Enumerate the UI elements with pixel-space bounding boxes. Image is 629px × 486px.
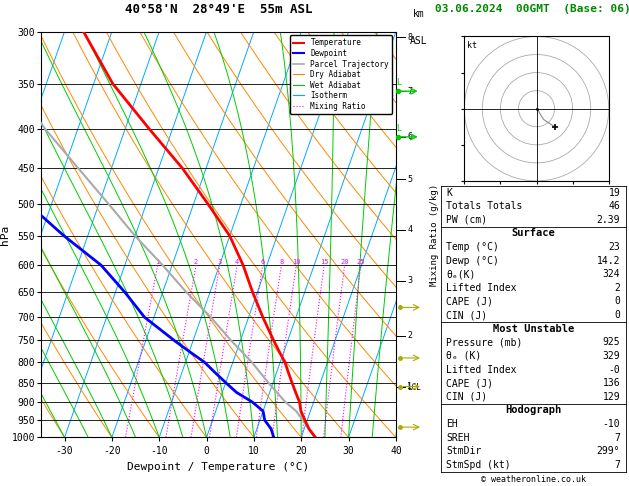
Text: 329: 329 <box>603 351 620 361</box>
Text: 2.39: 2.39 <box>597 215 620 225</box>
Text: SREH: SREH <box>447 433 470 443</box>
Text: L: L <box>396 78 401 87</box>
Text: -10: -10 <box>603 419 620 429</box>
Text: StmSpd (kt): StmSpd (kt) <box>447 460 511 470</box>
Text: kt: kt <box>467 41 477 50</box>
Text: 0: 0 <box>615 296 620 307</box>
Text: 5: 5 <box>407 175 412 184</box>
Text: θₑ (K): θₑ (K) <box>447 351 482 361</box>
Text: 324: 324 <box>603 269 620 279</box>
Text: CIN (J): CIN (J) <box>447 392 487 402</box>
Y-axis label: hPa: hPa <box>1 225 11 244</box>
Text: Surface: Surface <box>511 228 555 239</box>
Text: 20: 20 <box>340 259 349 265</box>
Text: K: K <box>447 188 452 198</box>
Text: LCL: LCL <box>407 383 421 392</box>
Text: 1: 1 <box>407 382 412 391</box>
Text: 23: 23 <box>608 242 620 252</box>
Text: 2: 2 <box>194 259 198 265</box>
Text: 7: 7 <box>615 433 620 443</box>
Text: CAPE (J): CAPE (J) <box>447 296 493 307</box>
Text: 7: 7 <box>407 87 412 96</box>
Text: 19: 19 <box>608 188 620 198</box>
Text: 136: 136 <box>603 378 620 388</box>
Text: 3: 3 <box>218 259 222 265</box>
Text: 14.2: 14.2 <box>597 256 620 266</box>
Text: -0: -0 <box>608 364 620 375</box>
Text: θₑ(K): θₑ(K) <box>447 269 476 279</box>
Text: 2: 2 <box>615 283 620 293</box>
Text: Dewp (°C): Dewp (°C) <box>447 256 499 266</box>
Text: 0: 0 <box>615 310 620 320</box>
Text: 46: 46 <box>608 201 620 211</box>
Text: CAPE (J): CAPE (J) <box>447 378 493 388</box>
Text: 129: 129 <box>603 392 620 402</box>
Text: 03.06.2024  00GMT  (Base: 06): 03.06.2024 00GMT (Base: 06) <box>435 4 629 15</box>
Text: 2: 2 <box>407 331 412 340</box>
Text: EH: EH <box>447 419 458 429</box>
Text: Hodograph: Hodograph <box>505 405 562 416</box>
Text: ASL: ASL <box>409 35 427 46</box>
Text: 925: 925 <box>603 337 620 347</box>
Text: 15: 15 <box>320 259 328 265</box>
Legend: Temperature, Dewpoint, Parcel Trajectory, Dry Adiabat, Wet Adiabat, Isotherm, Mi: Temperature, Dewpoint, Parcel Trajectory… <box>290 35 392 114</box>
Text: 7: 7 <box>615 460 620 470</box>
X-axis label: Dewpoint / Temperature (°C): Dewpoint / Temperature (°C) <box>127 462 309 472</box>
Text: CIN (J): CIN (J) <box>447 310 487 320</box>
Text: PW (cm): PW (cm) <box>447 215 487 225</box>
Text: Lifted Index: Lifted Index <box>447 364 517 375</box>
Text: Most Unstable: Most Unstable <box>493 324 574 334</box>
Text: L: L <box>396 124 401 133</box>
Text: 40°58'N  28°49'E  55m ASL: 40°58'N 28°49'E 55m ASL <box>125 3 312 16</box>
Text: Totals Totals: Totals Totals <box>447 201 523 211</box>
Text: © weatheronline.co.uk: © weatheronline.co.uk <box>481 474 586 484</box>
Text: km: km <box>413 9 424 19</box>
Text: 8: 8 <box>407 33 412 42</box>
Text: 3: 3 <box>407 276 412 285</box>
Text: 4: 4 <box>407 225 412 234</box>
Text: 10: 10 <box>292 259 301 265</box>
Text: 1: 1 <box>155 259 160 265</box>
Text: 8: 8 <box>279 259 284 265</box>
Text: StmDir: StmDir <box>447 446 482 456</box>
Text: 299°: 299° <box>597 446 620 456</box>
Text: 6: 6 <box>407 132 412 141</box>
Text: 6: 6 <box>260 259 265 265</box>
Text: 25: 25 <box>357 259 365 265</box>
Text: Pressure (mb): Pressure (mb) <box>447 337 523 347</box>
Text: 4: 4 <box>235 259 239 265</box>
Text: Mixing Ratio (g/kg): Mixing Ratio (g/kg) <box>430 183 438 286</box>
Text: Temp (°C): Temp (°C) <box>447 242 499 252</box>
Text: Lifted Index: Lifted Index <box>447 283 517 293</box>
